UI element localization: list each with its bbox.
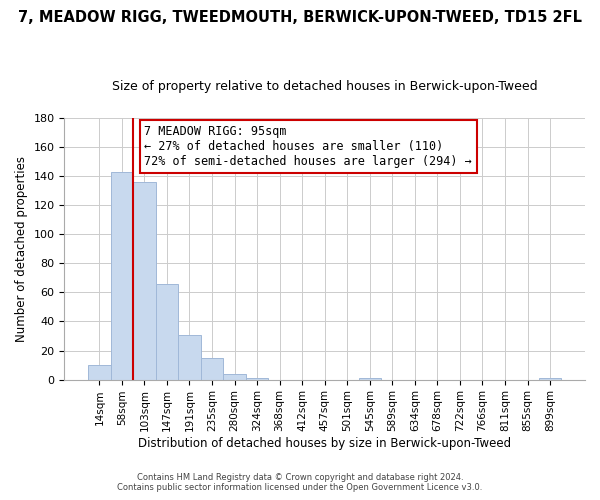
Bar [155, 284, 178, 380]
Bar [110, 172, 133, 380]
Bar [539, 378, 562, 380]
Bar [201, 358, 223, 380]
X-axis label: Distribution of detached houses by size in Berwick-upon-Tweed: Distribution of detached houses by size … [138, 437, 511, 450]
Y-axis label: Number of detached properties: Number of detached properties [15, 156, 28, 342]
Bar [88, 365, 110, 380]
Bar [246, 378, 268, 380]
Text: 7, MEADOW RIGG, TWEEDMOUTH, BERWICK-UPON-TWEED, TD15 2FL: 7, MEADOW RIGG, TWEEDMOUTH, BERWICK-UPON… [18, 10, 582, 25]
Bar [178, 334, 201, 380]
Bar [223, 374, 246, 380]
Title: Size of property relative to detached houses in Berwick-upon-Tweed: Size of property relative to detached ho… [112, 80, 538, 93]
Bar [359, 378, 381, 380]
Bar [133, 182, 155, 380]
Text: 7 MEADOW RIGG: 95sqm
← 27% of detached houses are smaller (110)
72% of semi-deta: 7 MEADOW RIGG: 95sqm ← 27% of detached h… [145, 125, 472, 168]
Text: Contains HM Land Registry data © Crown copyright and database right 2024.
Contai: Contains HM Land Registry data © Crown c… [118, 473, 482, 492]
